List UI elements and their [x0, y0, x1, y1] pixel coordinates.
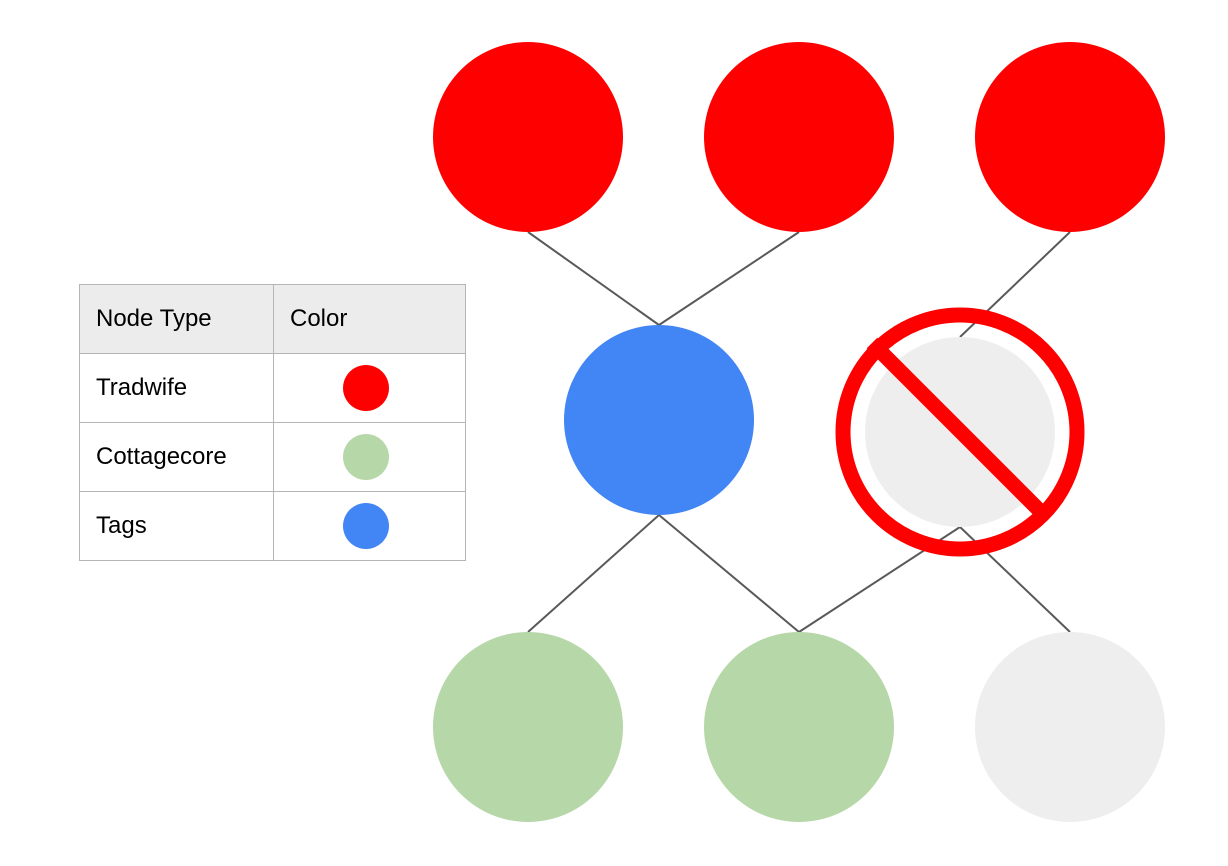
- legend-label-tags: Tags: [96, 512, 147, 539]
- edge-tradwife-2-to-tag-1: [658, 231, 800, 326]
- legend-color-cell: [273, 491, 466, 561]
- nodes: [433, 42, 1165, 822]
- prohibition-sign: [835, 307, 1085, 557]
- legend-color-cell: [273, 422, 466, 492]
- cottagecore-1-node[interactable]: [433, 632, 623, 822]
- legend-header-color: Color: [273, 284, 466, 354]
- tag-1-node[interactable]: [564, 325, 754, 515]
- tradwife-1-node[interactable]: [433, 42, 623, 232]
- legend-header-row: Node Type Color: [79, 284, 466, 354]
- legend-label-cell: Tags: [79, 491, 274, 561]
- legend-row-cottagecore: Cottagecore: [79, 422, 466, 492]
- tags-swatch-icon: [343, 503, 389, 549]
- legend-row-tradwife: Tradwife: [79, 353, 466, 423]
- tradwife-2-node[interactable]: [704, 42, 894, 232]
- edge-tag-1-to-cottagecore-2: [658, 514, 800, 633]
- tradwife-3-node[interactable]: [975, 42, 1165, 232]
- legend-label-cell: Cottagecore: [79, 422, 274, 492]
- tradwife-swatch-icon: [343, 365, 389, 411]
- edge-tag-1-to-cottagecore-1: [527, 514, 660, 633]
- legend-label-cell: Tradwife: [79, 353, 274, 423]
- prohibition-slash: [866, 337, 1048, 519]
- edge-tradwife-1-to-tag-1: [527, 231, 660, 326]
- legend-header-type: Node Type: [79, 284, 274, 354]
- legend-table: Node Type Color Tradwife Cottagecore: [79, 284, 466, 561]
- legend-label-tradwife: Tradwife: [96, 374, 188, 401]
- legend-label-cottagecore: Cottagecore: [96, 443, 227, 470]
- cottagecore-3-node[interactable]: [975, 632, 1165, 822]
- cottagecore-swatch-icon: [343, 434, 389, 480]
- cottagecore-2-node[interactable]: [704, 632, 894, 822]
- legend-row-tags: Tags: [79, 491, 466, 561]
- legend-color-cell: [273, 353, 466, 423]
- prohibition-ring: [835, 307, 1085, 557]
